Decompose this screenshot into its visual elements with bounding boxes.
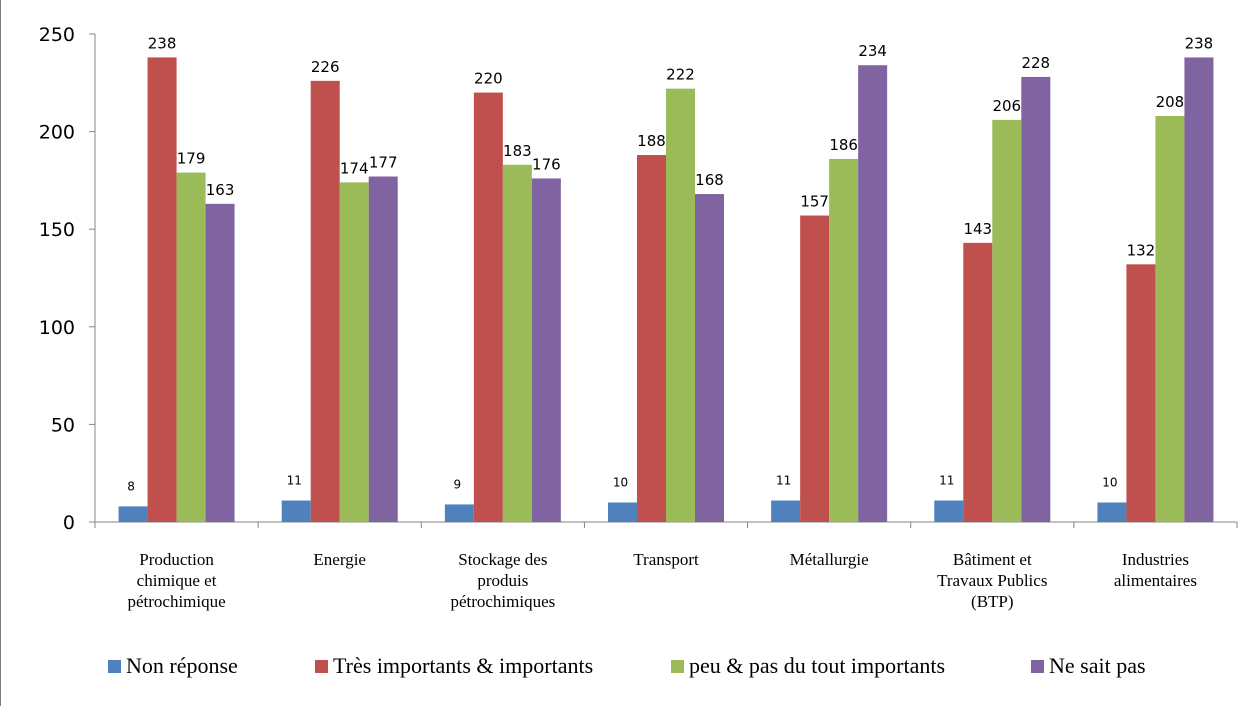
bar: [310, 80, 340, 523]
bar: [205, 203, 235, 522]
y-tick-label: 0: [63, 512, 75, 534]
bar: [934, 500, 964, 522]
data-label: 10: [613, 475, 628, 489]
y-tick-label: 250: [39, 24, 75, 46]
legend-label: Très importants & importants: [333, 653, 593, 678]
y-tick-label: 150: [39, 219, 75, 241]
data-label: 179: [177, 150, 206, 168]
data-label: 238: [148, 34, 177, 52]
chart-bars: [118, 57, 1214, 523]
bar: [771, 500, 801, 522]
bar: [1155, 115, 1185, 522]
data-label: 8: [127, 479, 135, 493]
legend-swatch: [1031, 660, 1044, 673]
x-tick-label: Industries alimentaires: [1114, 550, 1197, 590]
bar: [608, 502, 637, 522]
data-label: 163: [206, 181, 235, 199]
data-label: 226: [311, 58, 340, 76]
bar: [281, 500, 311, 522]
chart-legend: Non réponse Très importants & importants p…: [108, 653, 1146, 678]
data-label: 186: [829, 136, 858, 154]
bar: [531, 178, 561, 522]
bar: [176, 172, 206, 523]
data-label: 157: [800, 193, 829, 211]
x-tick-label: Stockage des produis pétrochimiques: [450, 550, 555, 611]
bar: [1097, 502, 1127, 522]
bar: [992, 119, 1022, 522]
y-tick-label: 200: [39, 122, 75, 144]
bar: [1126, 264, 1156, 522]
x-tick-label: Energie: [313, 550, 366, 569]
bar: [963, 242, 993, 522]
bar: [473, 92, 503, 522]
data-label: 234: [858, 42, 887, 60]
y-tick-label: 50: [51, 414, 75, 436]
data-label: 183: [503, 142, 532, 160]
bar: [1184, 57, 1214, 522]
x-tick-label: Métallurgie: [790, 550, 869, 569]
bar: [695, 194, 724, 522]
chart-category-labels: Production chimique et pétrochimique Energi…: [127, 550, 1196, 611]
data-label: 143: [963, 220, 992, 238]
data-label: 177: [369, 153, 398, 171]
data-label: 10: [1102, 475, 1117, 489]
x-tick-label: Bâtiment et Travaux Publics (BTP): [937, 550, 1047, 611]
bar: [1021, 76, 1051, 522]
bar: [829, 158, 859, 523]
bar: [800, 215, 830, 522]
bar: [502, 164, 532, 522]
bar: [339, 182, 369, 523]
data-label: 208: [1156, 93, 1185, 111]
data-label: 220: [474, 70, 503, 88]
bar: [637, 155, 666, 523]
data-label: 11: [287, 474, 302, 488]
bar: [858, 65, 888, 523]
y-tick-label: 100: [39, 317, 75, 339]
legend-swatch: [108, 660, 121, 673]
legend-label: Ne sait pas: [1049, 653, 1146, 678]
data-label: 11: [776, 474, 791, 488]
legend-swatch: [315, 660, 328, 673]
data-label: 238: [1185, 34, 1214, 52]
data-label: 206: [992, 97, 1021, 115]
data-label: 11: [939, 474, 954, 488]
legend-label: Non réponse: [126, 653, 238, 678]
bar: [444, 504, 474, 522]
bar: [368, 176, 398, 522]
data-label: 228: [1021, 54, 1050, 72]
bar: [118, 506, 148, 522]
x-tick-label: Transport: [633, 550, 699, 569]
data-label: 132: [1127, 241, 1156, 259]
data-label: 9: [454, 477, 462, 491]
bar: [666, 88, 695, 522]
legend-swatch: [671, 660, 684, 673]
bar: [147, 57, 177, 522]
data-label: 174: [340, 159, 369, 177]
data-label: 168: [695, 171, 724, 189]
legend-label: peu & pas du tout importants: [689, 653, 945, 678]
data-label: 222: [666, 66, 695, 84]
x-tick-label: Production chimique et pétrochimique: [127, 550, 225, 611]
data-label: 188: [637, 132, 666, 150]
data-label: 176: [532, 155, 561, 173]
